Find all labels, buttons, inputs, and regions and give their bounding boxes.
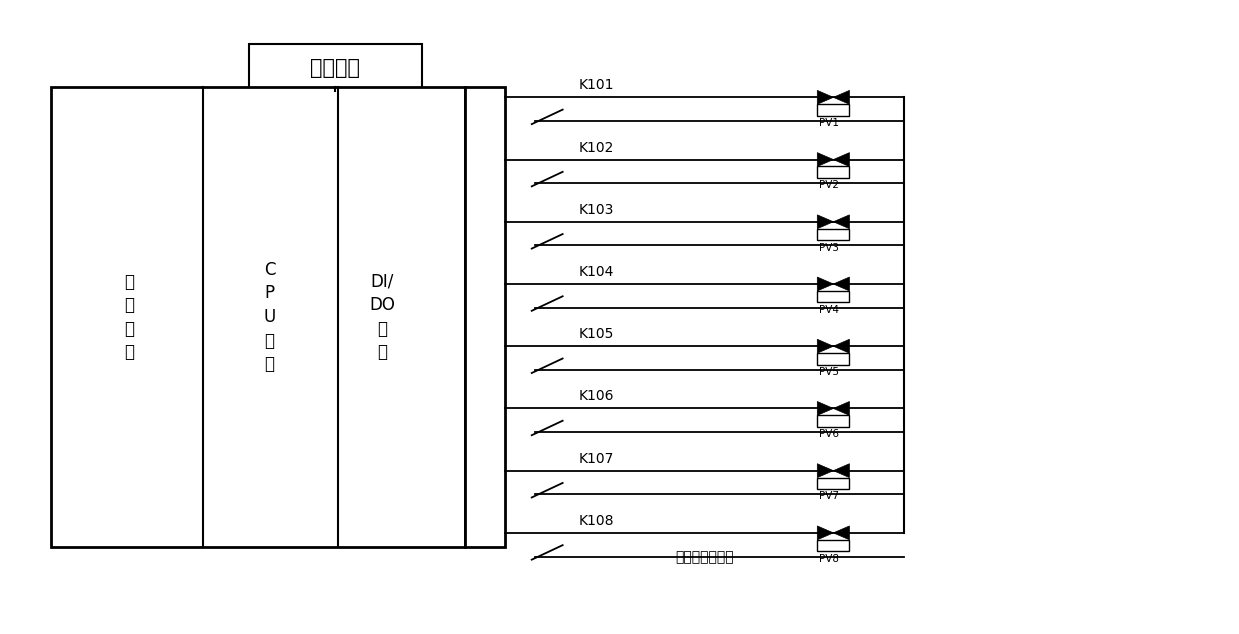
Polygon shape [834,339,850,353]
Polygon shape [818,153,834,167]
Polygon shape [818,215,834,229]
Text: C
P
U
模
块: C P U 模 块 [264,261,276,373]
Bar [249,44,421,91]
Text: PV1: PV1 [819,118,839,128]
Text: K105: K105 [579,327,615,341]
Polygon shape [834,401,850,415]
Text: PV6: PV6 [819,429,839,439]
Polygon shape [834,277,850,291]
Polygon shape [818,526,834,540]
Bar [818,291,850,302]
Text: K108: K108 [579,514,615,528]
Text: K102: K102 [579,141,615,155]
Text: 人机界面: 人机界面 [310,58,361,78]
Text: PV2: PV2 [819,181,839,190]
Bar [465,87,504,547]
Text: PV3: PV3 [819,243,839,252]
Bar [818,477,850,489]
Text: PV5: PV5 [819,367,839,377]
Polygon shape [818,91,834,104]
Text: K106: K106 [579,389,615,403]
Bar [818,353,850,365]
Polygon shape [818,463,834,477]
Polygon shape [834,463,850,477]
Text: 电
源
模
块: 电 源 模 块 [124,273,134,361]
Polygon shape [834,215,850,229]
Polygon shape [834,153,850,167]
Bar [818,229,850,240]
Bar [818,415,850,427]
Polygon shape [818,401,834,415]
Polygon shape [818,277,834,291]
Text: DI/
DO
模
块: DI/ DO 模 块 [369,273,395,361]
Text: 噴吹问控制电路: 噴吹问控制电路 [675,550,733,564]
Text: PV8: PV8 [819,553,839,564]
Bar [51,87,465,547]
Text: K101: K101 [579,78,615,93]
Bar [818,167,850,178]
Text: K103: K103 [579,203,615,217]
Bar [818,540,850,551]
Text: K107: K107 [579,451,615,465]
Bar [818,104,850,115]
Polygon shape [834,526,850,540]
Polygon shape [834,91,850,104]
Text: K104: K104 [579,265,615,279]
Text: PV7: PV7 [819,491,839,501]
Polygon shape [818,339,834,353]
Text: PV4: PV4 [819,305,839,315]
